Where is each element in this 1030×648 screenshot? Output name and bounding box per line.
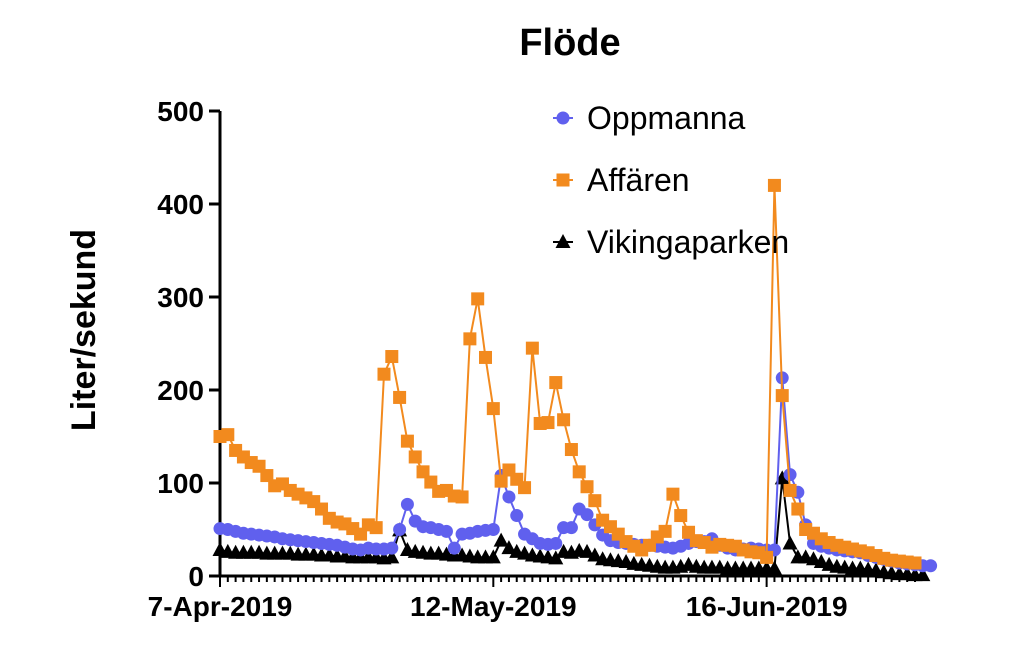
data-point-oppmanna [783, 468, 797, 482]
data-point-aff-ren [674, 509, 688, 523]
data-point-aff-ren [775, 389, 789, 403]
data-point-aff-ren [658, 524, 672, 538]
data-point-oppmanna [393, 523, 407, 536]
data-point-vikingaparken [384, 549, 400, 564]
y-tick-label: 500 [157, 96, 204, 127]
data-point-oppmanna [564, 521, 578, 535]
x-tick-label: 16-Jun-2019 [686, 591, 848, 622]
data-point-aff-ren [486, 402, 500, 416]
data-point-aff-ren [393, 390, 407, 404]
data-point-aff-ren [479, 350, 493, 364]
data-point-aff-ren [557, 413, 571, 427]
data-point-aff-ren [221, 428, 235, 442]
data-point-oppmanna [510, 509, 524, 523]
data-point-vikingaparken [782, 535, 798, 550]
plot-area: 0 100 200 300 400 500 7-Apr-2019 12-May-2019 16-… [148, 96, 938, 622]
data-point-aff-ren [783, 483, 797, 497]
data-point-aff-ren [455, 490, 469, 504]
data-point-aff-ren [767, 178, 781, 192]
data-point-vikingaparken [766, 560, 782, 575]
data-point-aff-ren [416, 465, 430, 479]
data-point-oppmanna [924, 559, 938, 573]
data-point-aff-ren [369, 521, 383, 535]
y-tick-label: 0 [188, 561, 204, 592]
data-point-aff-ren [525, 341, 539, 355]
data-point-aff-ren [518, 481, 532, 495]
data-point-aff-ren [572, 465, 586, 479]
data-point-aff-ren [377, 367, 391, 381]
y-tick-label: 200 [157, 375, 204, 406]
data-point-aff-ren [408, 450, 422, 464]
legend-label-aff-ren: Affären [587, 162, 690, 198]
data-point-vikingaparken [579, 543, 595, 558]
data-point-aff-ren [400, 434, 414, 448]
data-point-aff-ren [760, 550, 774, 564]
data-point-aff-ren [463, 332, 477, 346]
data-point-aff-ren [588, 494, 602, 508]
y-axis-label: Liter/sekund [65, 229, 103, 431]
x-tick-label: 7-Apr-2019 [148, 591, 293, 622]
data-point-oppmanna [486, 523, 500, 536]
data-point-aff-ren [564, 443, 578, 457]
legend-marker-vikingaparken [555, 234, 571, 248]
legend: Oppmanna Affären Vikingaparken [553, 100, 789, 260]
data-point-oppmanna [502, 490, 516, 504]
data-point-aff-ren [549, 376, 563, 390]
data-point-aff-ren [908, 556, 922, 570]
x-tick-label: 12-May-2019 [410, 591, 577, 622]
data-point-oppmanna [447, 541, 461, 555]
data-point-aff-ren [260, 469, 274, 483]
data-point-aff-ren [471, 292, 485, 306]
data-point-vikingaparken [493, 532, 509, 547]
data-point-vikingaparken [587, 547, 603, 562]
data-point-oppmanna [400, 497, 414, 511]
data-point-vikingaparken [548, 550, 564, 565]
data-point-aff-ren [385, 350, 399, 364]
legend-label-vikingaparken: Vikingaparken [587, 224, 789, 260]
y-tick-label: 300 [157, 282, 204, 313]
data-point-oppmanna [385, 541, 399, 555]
legend-marker-aff-ren [556, 173, 570, 187]
legend-label-oppmanna: Oppmanna [587, 100, 746, 136]
y-tick-label: 100 [157, 468, 204, 499]
data-point-aff-ren [580, 480, 594, 494]
data-point-oppmanna [549, 536, 563, 550]
data-point-aff-ren [494, 474, 508, 488]
data-point-aff-ren [541, 416, 555, 430]
data-point-oppmanna [439, 524, 453, 538]
data-point-vikingaparken [501, 540, 517, 555]
chart-title: Flöde [519, 22, 620, 64]
data-point-vikingaparken [485, 549, 501, 564]
y-tick-label: 400 [157, 189, 204, 220]
legend-marker-oppmanna [556, 111, 570, 125]
data-point-vikingaparken [915, 567, 931, 582]
data-point-aff-ren [791, 502, 805, 516]
data-point-oppmanna [580, 508, 594, 522]
data-point-aff-ren [666, 487, 680, 501]
